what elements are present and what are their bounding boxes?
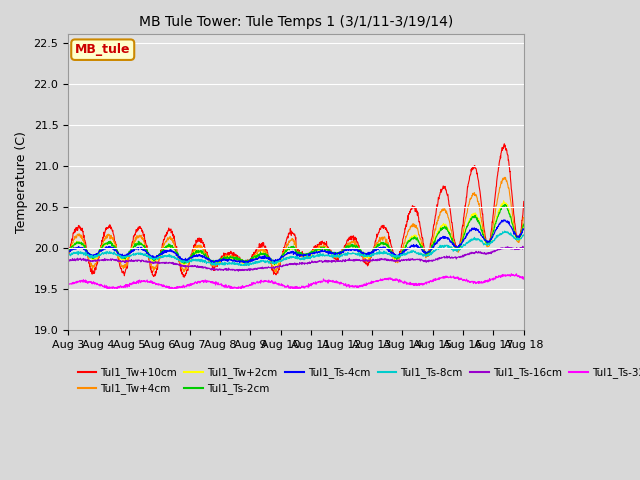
Line: Tul1_Tw+4cm: Tul1_Tw+4cm [68,177,524,272]
Tul1_Tw+10cm [64,255,72,261]
Tul1_Tw+2cm [270,263,278,269]
Tul1_Ts-2cm [118,254,126,260]
Tul1_Ts-2cm [258,251,266,257]
Tul1_Tw+2cm [64,251,72,257]
Tul1_Ts-16cm [118,259,126,264]
Tul1_Ts-8cm [268,260,275,265]
Tul1_Tw+2cm [258,251,266,257]
Tul1_Tw+10cm [500,141,508,147]
Tul1_Ts-32cm [508,271,515,276]
Tul1_Ts-16cm [64,257,72,263]
Tul1_Ts-4cm [520,226,527,232]
Tul1_Ts-32cm [520,276,527,282]
Tul1_Ts-32cm [167,287,175,292]
Tul1_Tw+4cm [273,269,280,275]
Tul1_Tw+2cm [276,260,284,265]
Tul1_Ts-4cm [210,261,218,266]
Tul1_Ts-4cm [64,250,72,255]
Tul1_Tw+4cm [267,260,275,266]
Tul1_Ts-8cm [100,252,108,257]
Tul1_Ts-2cm [271,262,278,267]
Tul1_Ts-8cm [500,228,508,234]
Line: Tul1_Tw+10cm: Tul1_Tw+10cm [68,144,524,277]
Tul1_Ts-2cm [501,202,509,207]
Tul1_Ts-8cm [118,254,126,260]
Tul1_Tw+4cm [501,174,509,180]
Tul1_Ts-2cm [276,257,284,263]
Tul1_Ts-32cm [276,281,284,287]
Tul1_Tw+4cm [276,261,284,267]
Legend: Tul1_Tw+10cm, Tul1_Tw+4cm, Tul1_Tw+2cm, Tul1_Ts-2cm, Tul1_Ts-4cm, Tul1_Ts-8cm, T: Tul1_Tw+10cm, Tul1_Tw+4cm, Tul1_Tw+2cm, … [74,363,640,398]
Tul1_Ts-16cm [100,258,108,264]
Tul1_Ts-2cm [267,255,275,261]
Tul1_Ts-8cm [64,252,72,258]
Tul1_Ts-32cm [324,279,332,285]
Tul1_Tw+2cm [500,198,508,204]
Tul1_Ts-16cm [324,259,332,265]
Tul1_Tw+2cm [324,247,332,252]
Tul1_Tw+10cm [276,263,284,268]
Tul1_Ts-32cm [118,284,126,290]
Tul1_Tw+10cm [268,261,275,266]
Text: MB_tule: MB_tule [75,43,131,56]
Tul1_Ts-4cm [258,254,266,260]
Tul1_Ts-32cm [268,278,275,284]
Tul1_Ts-4cm [324,248,332,254]
Tul1_Tw+2cm [520,222,527,228]
Tul1_Tw+4cm [118,264,126,269]
Tul1_Tw+4cm [520,215,527,220]
Tul1_Ts-8cm [324,253,332,259]
Tul1_Ts-16cm [258,265,266,271]
Tul1_Tw+10cm [100,235,108,241]
Tul1_Tw+4cm [64,252,72,257]
Tul1_Tw+10cm [180,275,188,280]
Line: Tul1_Tw+2cm: Tul1_Tw+2cm [68,201,524,266]
Title: MB Tule Tower: Tule Temps 1 (3/1/11-3/19/14): MB Tule Tower: Tule Temps 1 (3/1/11-3/19… [139,15,453,29]
Y-axis label: Temperature (C): Temperature (C) [15,131,28,233]
Tul1_Ts-16cm [276,263,284,269]
Tul1_Ts-4cm [500,217,508,223]
Tul1_Ts-2cm [64,250,72,255]
Tul1_Ts-32cm [64,281,72,287]
Tul1_Ts-2cm [100,242,108,248]
Tul1_Ts-4cm [268,258,275,264]
Tul1_Tw+2cm [267,258,275,264]
Tul1_Ts-16cm [520,245,527,251]
Tul1_Ts-8cm [258,258,266,264]
Line: Tul1_Ts-32cm: Tul1_Ts-32cm [68,274,524,289]
Tul1_Ts-16cm [519,243,527,249]
Tul1_Tw+10cm [324,244,332,250]
Tul1_Ts-16cm [268,264,275,270]
Tul1_Tw+2cm [100,243,108,249]
Line: Tul1_Ts-2cm: Tul1_Ts-2cm [68,204,524,264]
Tul1_Tw+4cm [324,248,332,254]
Tul1_Tw+10cm [258,244,266,250]
Tul1_Ts-16cm [234,268,242,274]
Tul1_Ts-8cm [276,258,284,264]
Tul1_Tw+10cm [520,199,527,204]
Tul1_Ts-2cm [324,247,332,252]
Line: Tul1_Ts-16cm: Tul1_Ts-16cm [68,246,524,271]
Tul1_Tw+10cm [118,269,126,275]
Tul1_Tw+2cm [118,257,126,263]
Line: Tul1_Ts-8cm: Tul1_Ts-8cm [68,231,524,265]
Tul1_Tw+4cm [258,246,266,252]
Tul1_Ts-4cm [100,246,108,252]
Tul1_Ts-2cm [520,221,527,227]
Tul1_Ts-8cm [520,232,527,238]
Tul1_Ts-4cm [118,253,126,259]
Tul1_Ts-8cm [241,263,248,268]
Line: Tul1_Ts-4cm: Tul1_Ts-4cm [68,220,524,264]
Tul1_Ts-32cm [258,279,266,285]
Tul1_Ts-32cm [100,284,108,289]
Tul1_Ts-4cm [276,256,284,262]
Tul1_Tw+4cm [100,239,108,245]
